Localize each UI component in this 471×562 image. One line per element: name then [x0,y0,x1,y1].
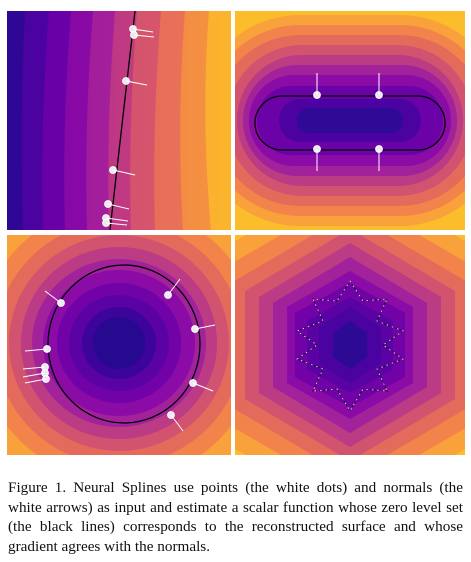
zero-level-capsule [254,95,446,151]
snowflake-points [295,279,405,413]
panel-ellipse-canvas [7,235,231,455]
panel-capsule-canvas [235,11,465,230]
panel-snowflake [235,235,465,455]
panel-capsule [235,11,465,230]
zero-level-line [109,11,136,230]
panel-snowflake-canvas [235,235,465,455]
panel-line-canvas [7,11,231,230]
panel-ellipse [7,235,231,455]
figure [7,11,465,455]
panel-line [7,11,231,230]
zero-level-ellipse [47,264,201,424]
figure-caption: Figure 1. Neural Splines use points (the… [8,479,463,555]
